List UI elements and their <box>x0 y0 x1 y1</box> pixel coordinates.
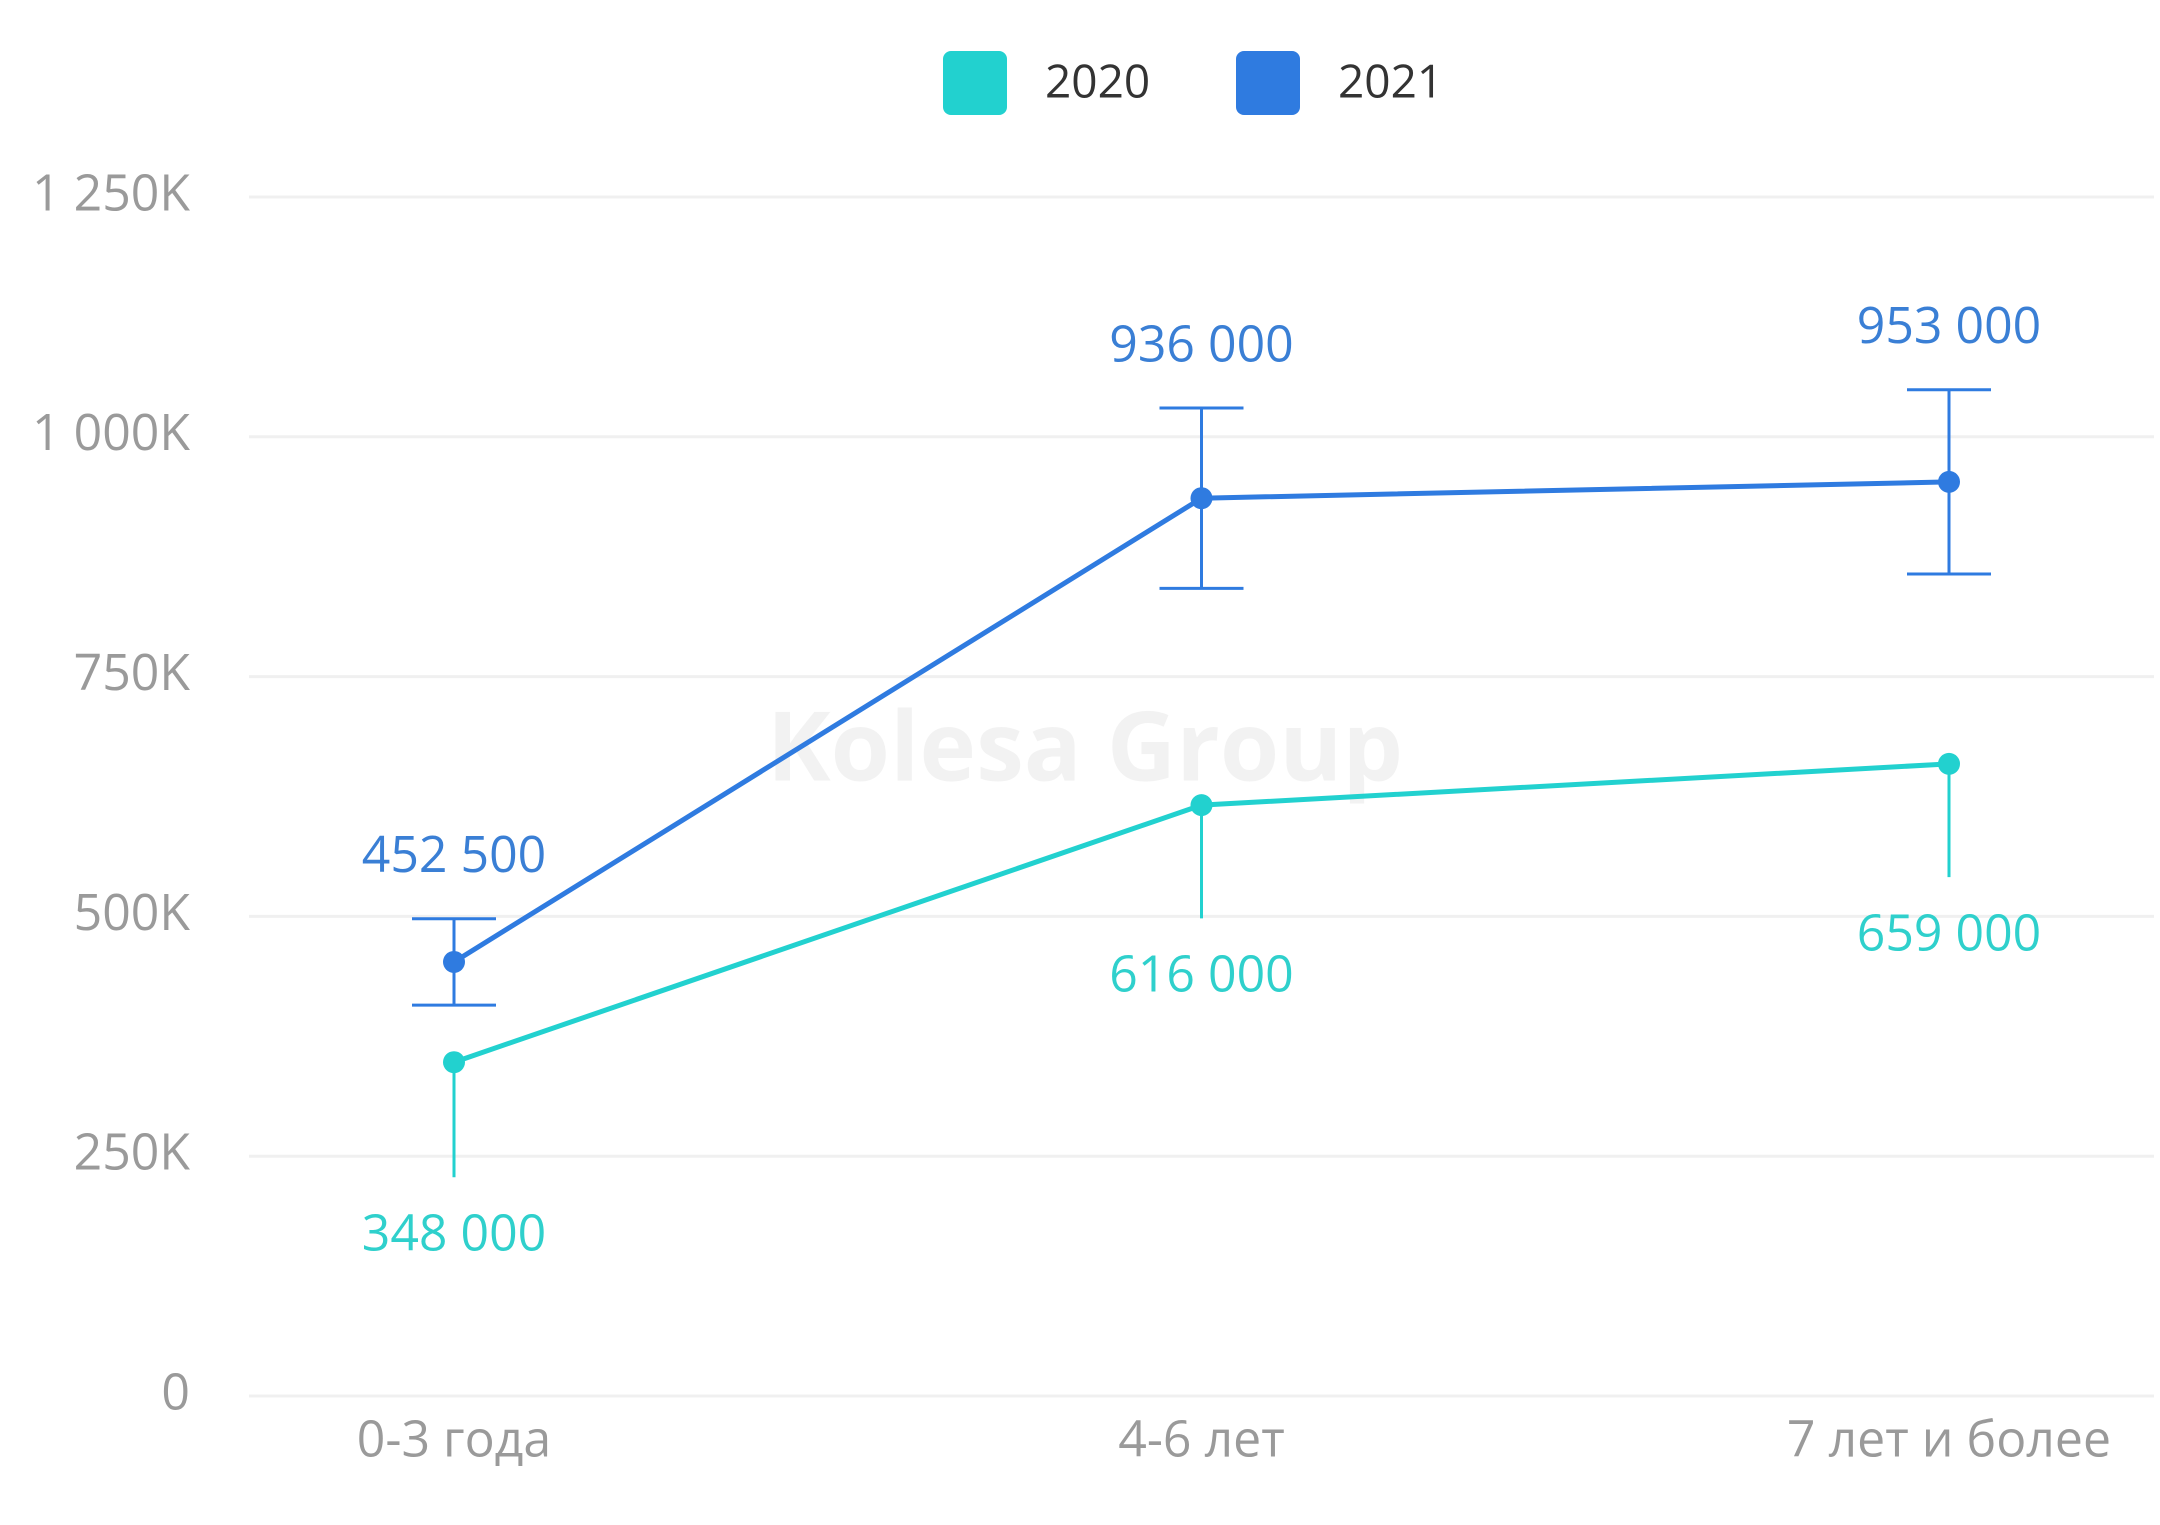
legend-label: 2020 <box>1045 49 1150 111</box>
legend-label: 2021 <box>1338 49 1443 111</box>
y-tick-label: 0 <box>161 1356 190 1424</box>
data-label: 953 000 <box>1857 290 2042 358</box>
point <box>443 1051 465 1074</box>
point <box>1190 487 1213 510</box>
y-tick-label: 1 000K <box>32 397 190 465</box>
data-label: 936 000 <box>1109 308 1294 376</box>
x-tick-label: 7 лет и более <box>1787 1403 2111 1471</box>
point <box>1190 794 1213 817</box>
y-tick-label: 1 250K <box>32 157 190 225</box>
y-tick-label: 750K <box>74 637 191 705</box>
x-tick-label: 0-3 года <box>357 1403 551 1471</box>
data-label: 616 000 <box>1109 939 1294 1007</box>
point <box>1938 470 1960 493</box>
data-label: 452 500 <box>362 819 547 887</box>
data-label: 348 000 <box>362 1198 547 1266</box>
x-tick-label: 4-6 лет <box>1118 1403 1284 1471</box>
data-label: 659 000 <box>1857 897 2042 965</box>
point <box>1938 752 1960 775</box>
legend-swatch <box>1236 51 1300 115</box>
legend-swatch <box>943 51 1007 115</box>
y-tick-label: 500K <box>74 877 191 945</box>
point <box>443 950 465 973</box>
watermark: Kolesa Group <box>767 679 1403 810</box>
y-tick-label: 250K <box>74 1117 191 1185</box>
